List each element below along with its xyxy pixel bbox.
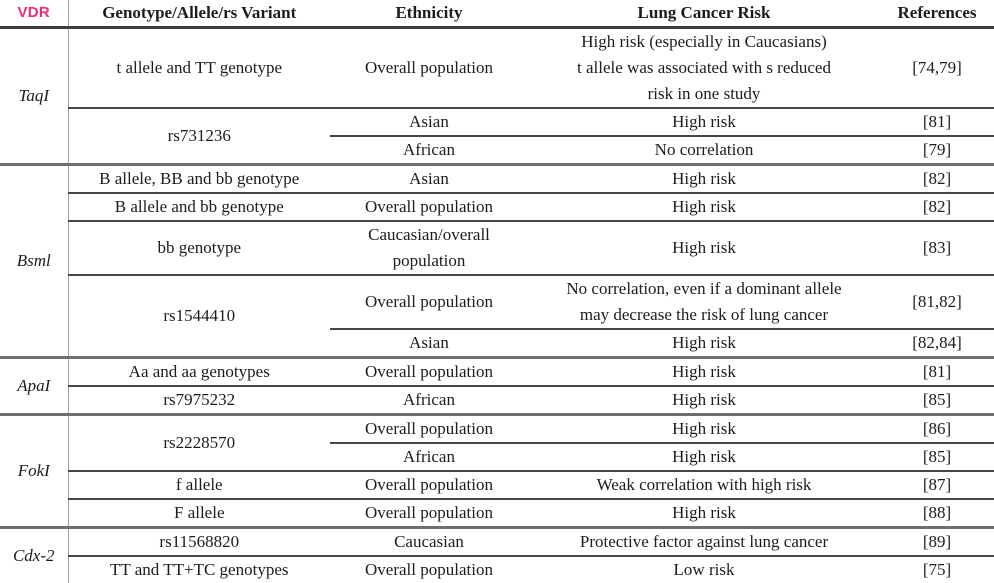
risk-cell: High risk: [528, 415, 880, 444]
table-row: rs731236 Asian High risk [81]: [0, 108, 994, 136]
risk-cell: High risk: [528, 329, 880, 358]
reference-cell: [82,84]: [880, 329, 994, 358]
table-row: rs1544410 Overall population No correlat…: [0, 275, 994, 329]
header-row: VDR Genotype/Allele/rs Variant Ethnicity…: [0, 0, 994, 28]
ethnicity-cell: African: [330, 136, 528, 165]
risk-cell: High risk: [528, 443, 880, 471]
genotype-cell: rs11568820: [68, 528, 330, 557]
reference-cell: [81]: [880, 108, 994, 136]
ethnicity-cell: Caucasian/overall population: [330, 221, 528, 275]
reference-cell: [82]: [880, 165, 994, 194]
risk-cell: No correlation: [528, 136, 880, 165]
reference-cell: [87]: [880, 471, 994, 499]
header-genotype: Genotype/Allele/rs Variant: [68, 0, 330, 28]
ethnicity-cell: Overall population: [330, 415, 528, 444]
genotype-cell: rs1544410: [68, 275, 330, 358]
table-row: B allele and bb genotype Overall populat…: [0, 193, 994, 221]
risk-cell: No correlation, even if a dominant allel…: [528, 275, 880, 329]
risk-cell: High risk: [528, 221, 880, 275]
risk-cell: High risk: [528, 358, 880, 387]
ethnicity-cell: Overall population: [330, 471, 528, 499]
header-ethnicity: Ethnicity: [330, 0, 528, 28]
genotype-cell: rs731236: [68, 108, 330, 165]
genotype-cell: rs2228570: [68, 415, 330, 472]
ethnicity-cell: Overall population: [330, 275, 528, 329]
risk-cell: High risk: [528, 193, 880, 221]
header-vdr: VDR: [0, 0, 68, 28]
genotype-cell: rs7975232: [68, 386, 330, 415]
reference-cell: [75]: [880, 556, 994, 583]
genotype-cell: Aa and aa genotypes: [68, 358, 330, 387]
reference-cell: [83]: [880, 221, 994, 275]
genotype-cell: f allele: [68, 471, 330, 499]
genotype-cell: TT and TT+TC genotypes: [68, 556, 330, 583]
risk-cell: High risk: [528, 386, 880, 415]
reference-cell: [81,82]: [880, 275, 994, 329]
table-row: F allele Overall population High risk [8…: [0, 499, 994, 528]
table-row: TT and TT+TC genotypes Overall populatio…: [0, 556, 994, 583]
ethnicity-cell: Asian: [330, 108, 528, 136]
risk-cell: Weak correlation with high risk: [528, 471, 880, 499]
table-row: FokI rs2228570 Overall population High r…: [0, 415, 994, 444]
table-row: rs7975232 African High risk [85]: [0, 386, 994, 415]
reference-cell: [74,79]: [880, 28, 994, 109]
header-lung-cancer-risk: Lung Cancer Risk: [528, 0, 880, 28]
table-row: TaqI t allele and TT genotype Overall po…: [0, 28, 994, 109]
gene-label-apai: ApaI: [0, 358, 68, 415]
gene-label-taqi: TaqI: [0, 28, 68, 165]
risk-cell: High risk (especially in Caucasians) t a…: [528, 28, 880, 109]
ethnicity-cell: Overall population: [330, 358, 528, 387]
ethnicity-cell: African: [330, 443, 528, 471]
table-row: Bsml B allele, BB and bb genotype Asian …: [0, 165, 994, 194]
genotype-cell: B allele, BB and bb genotype: [68, 165, 330, 194]
header-references: References: [880, 0, 994, 28]
gene-label-cdx2: Cdx-2: [0, 528, 68, 583]
reference-cell: [81]: [880, 358, 994, 387]
table-row: Cdx-2 rs11568820 Caucasian Protective fa…: [0, 528, 994, 557]
ethnicity-cell: Overall population: [330, 499, 528, 528]
reference-cell: [89]: [880, 528, 994, 557]
gene-label-bsml: Bsml: [0, 165, 68, 358]
genotype-cell: t allele and TT genotype: [68, 28, 330, 109]
reference-cell: [85]: [880, 443, 994, 471]
ethnicity-cell: African: [330, 386, 528, 415]
table-row: f allele Overall population Weak correla…: [0, 471, 994, 499]
ethnicity-cell: Asian: [330, 329, 528, 358]
risk-cell: Low risk: [528, 556, 880, 583]
table-row: bb genotype Caucasian/overall population…: [0, 221, 994, 275]
genotype-cell: B allele and bb genotype: [68, 193, 330, 221]
table-row: ApaI Aa and aa genotypes Overall populat…: [0, 358, 994, 387]
reference-cell: [86]: [880, 415, 994, 444]
ethnicity-cell: Overall population: [330, 556, 528, 583]
reference-cell: [79]: [880, 136, 994, 165]
risk-cell: High risk: [528, 108, 880, 136]
reference-cell: [85]: [880, 386, 994, 415]
ethnicity-cell: Caucasian: [330, 528, 528, 557]
genotype-cell: F allele: [68, 499, 330, 528]
ethnicity-cell: Asian: [330, 165, 528, 194]
reference-cell: [88]: [880, 499, 994, 528]
reference-cell: [82]: [880, 193, 994, 221]
risk-cell: High risk: [528, 165, 880, 194]
ethnicity-cell: Overall population: [330, 193, 528, 221]
genotype-cell: bb genotype: [68, 221, 330, 275]
ethnicity-cell: Overall population: [330, 28, 528, 109]
risk-cell: High risk: [528, 499, 880, 528]
gene-label-foki: FokI: [0, 415, 68, 528]
risk-cell: Protective factor against lung cancer: [528, 528, 880, 557]
